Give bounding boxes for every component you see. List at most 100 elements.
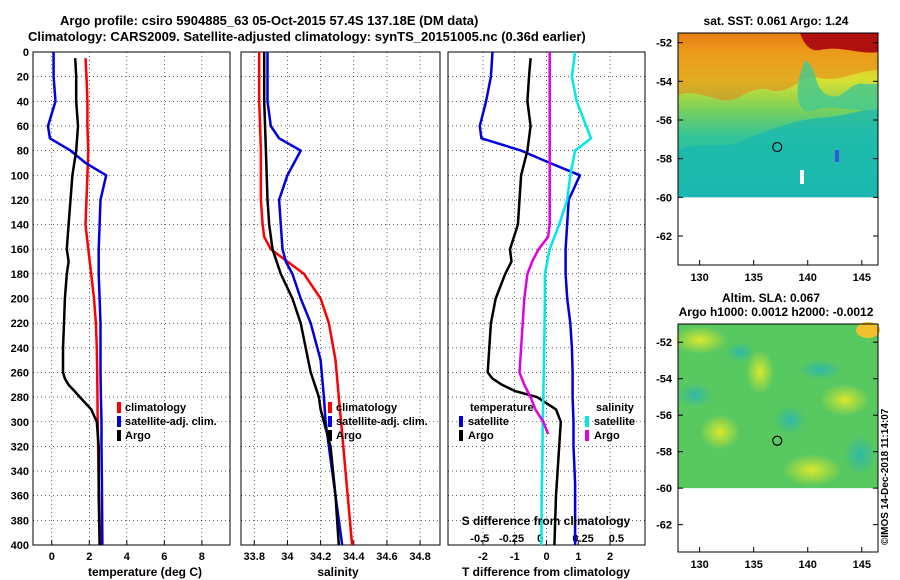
salinity-line-climatology xyxy=(257,52,354,546)
depth-tick-label: 120 xyxy=(11,195,29,207)
legend-swatch-satellite xyxy=(328,416,332,427)
sla-lon-tick-label: 145 xyxy=(853,559,871,571)
legend-label: climatology xyxy=(125,402,187,414)
sst-warm-region xyxy=(678,33,878,101)
sst-map-title: sat. SST: 0.061 Argo: 1.24 xyxy=(704,14,849,28)
copyright-watermark: ©IMOS 14-Dec-2018 11:14:07 xyxy=(880,408,891,545)
difference-line-t-argo xyxy=(486,58,563,546)
depth-tick-label: 60 xyxy=(17,121,29,133)
sst-lon-tick-label: 130 xyxy=(690,272,708,284)
temperature-panel: 0204060801001201401601802002202402602803… xyxy=(11,47,231,563)
difference-line-t-satellite xyxy=(478,51,582,545)
sla-lat-tick-label: -56 xyxy=(656,410,672,422)
sla-lat-tick-label: -58 xyxy=(656,447,672,459)
sla-high-anomaly xyxy=(746,350,774,394)
sst-lon-tick-label: 145 xyxy=(853,272,871,284)
depth-tick-label: 360 xyxy=(11,491,29,503)
legend-label: Argo xyxy=(336,430,362,442)
difference-x-tick-label: -2 xyxy=(478,551,488,563)
temperature-xlabel: temperature (deg C) xyxy=(88,565,202,579)
legend-swatch-s-satellite xyxy=(585,416,589,427)
sst-map-frame xyxy=(677,32,879,266)
difference-line-s-argo xyxy=(518,52,551,435)
legend-swatch-satellite xyxy=(117,416,121,427)
sla-lon-tick-label: 140 xyxy=(799,559,817,571)
depth-tick-label: 0 xyxy=(23,47,29,59)
depth-tick-label: 160 xyxy=(11,244,29,256)
legend-label: satellite xyxy=(468,416,509,428)
sla-argo-location-marker xyxy=(772,435,783,446)
sla-low-anomaly xyxy=(774,406,806,434)
sla-lon-tick-label: 130 xyxy=(690,559,708,571)
sla-lat-tick-label: -54 xyxy=(656,374,673,386)
legend-swatch-t-satellite xyxy=(459,416,463,427)
legend-swatch-t-argo xyxy=(459,430,463,441)
title-line-2: Climatology: CARS2009. Satellite-adjuste… xyxy=(28,29,586,44)
difference-x-tick-label: 1 xyxy=(575,551,581,563)
temperature-legend: climatology satellite-adj. clim. Argo xyxy=(117,402,217,442)
sla-map-subtitle: Argo h1000: 0.0012 h2000: -0.0012 xyxy=(679,305,874,319)
sst-lat-tick-label: -60 xyxy=(656,192,672,204)
sla-no-data-area xyxy=(678,488,878,552)
sla-lon-tick-label: 135 xyxy=(744,559,762,571)
temperature-x-tick-label: 0 xyxy=(49,551,55,563)
salinity-xlabel: salinity xyxy=(317,565,359,579)
sst-missing-pixel xyxy=(800,170,804,184)
legend-label: satellite-adj. clim. xyxy=(336,416,428,428)
sst-outlier-pixel xyxy=(835,150,839,162)
temperature-line-satellite-adj-clim- xyxy=(46,52,108,546)
depth-tick-label: 100 xyxy=(11,170,29,182)
temperature-x-tick-label: 8 xyxy=(199,551,205,563)
depth-tick-label: 260 xyxy=(11,367,29,379)
legend-swatch-argo xyxy=(117,430,121,441)
legend-label: satellite xyxy=(594,416,635,428)
difference-x-tick-label: -1 xyxy=(510,551,520,563)
sla-peak-anomaly xyxy=(856,322,880,338)
difference-top-xlabel: S difference from climatology xyxy=(462,514,631,528)
legend-swatch-climatology xyxy=(117,402,121,413)
depth-tick-label: 80 xyxy=(17,146,29,158)
sst-green-filament xyxy=(797,60,878,112)
sla-map-axes: -52 -54 -56 -58 -60 -62 130 135 140 145 xyxy=(656,323,879,571)
sst-argo-location-marker xyxy=(772,141,783,153)
sst-map xyxy=(678,33,878,201)
sla-high-anomaly xyxy=(672,326,728,354)
depth-tick-label: 40 xyxy=(17,96,29,108)
sla-low-anomaly xyxy=(844,435,876,475)
sla-map xyxy=(672,322,880,492)
depth-tick-label: 240 xyxy=(11,343,29,355)
sst-cool-region xyxy=(678,108,878,201)
sla-high-anomaly xyxy=(820,384,870,416)
depth-tick-label: 320 xyxy=(11,441,29,453)
depth-tick-label: 300 xyxy=(11,417,29,429)
depth-tick-label: 20 xyxy=(17,72,29,84)
salinity-diff-tick-label: 0.5 xyxy=(609,533,624,545)
temperature-line-argo xyxy=(61,58,101,546)
sst-lat-tick-label: -52 xyxy=(656,38,672,50)
sla-map-frame xyxy=(677,323,879,553)
sst-no-data-area xyxy=(678,197,878,265)
salinity-x-tick-label: 34.2 xyxy=(310,551,331,563)
salinity-x-tick-label: 33.8 xyxy=(244,551,265,563)
depth-tick-label: 280 xyxy=(11,392,29,404)
depth-tick-label: 400 xyxy=(11,540,29,552)
salinity-diff-tick-label: 0.25 xyxy=(572,533,593,545)
temperature-x-tick-label: 4 xyxy=(124,551,131,563)
legend-label: Argo xyxy=(468,430,494,442)
difference-x-tick-label: 2 xyxy=(607,551,613,563)
sla-lat-tick-label: -60 xyxy=(656,483,672,495)
legend-label: climatology xyxy=(336,402,398,414)
difference-x-tick-label: 0 xyxy=(543,551,549,563)
salinity-line-argo xyxy=(262,52,341,546)
sst-lon-tick-label: 135 xyxy=(744,272,762,284)
depth-tick-label: 180 xyxy=(11,269,29,281)
sst-lat-tick-label: -56 xyxy=(656,115,672,127)
temperature-x-tick-label: 6 xyxy=(161,551,167,563)
legend-group-temperature: temperature xyxy=(470,402,534,414)
sst-lat-tick-label: -58 xyxy=(656,154,672,166)
depth-tick-label: 200 xyxy=(11,294,29,306)
sla-map-title: Altim. SLA: 0.067 xyxy=(722,291,820,305)
sst-hot-region xyxy=(800,33,878,53)
difference-xlabel: T difference from climatology xyxy=(462,565,630,579)
